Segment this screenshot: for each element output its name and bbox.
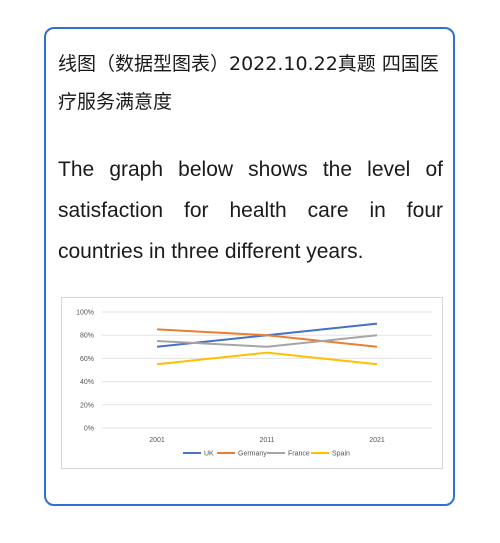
y-tick-label: 0% xyxy=(84,426,94,433)
task-prompt: The graph below shows the level of satis… xyxy=(58,158,443,263)
legend-label: Spain xyxy=(332,451,350,458)
legend-label: UK xyxy=(204,451,214,458)
x-tick-label: 2001 xyxy=(149,437,165,444)
legend-label: France xyxy=(288,451,310,458)
y-tick-label: 20% xyxy=(80,402,94,409)
series-line-germany xyxy=(156,328,378,348)
chart-frame: 0% 20% 40% 60% 80% 100% 2001 2011 2021 UK Germany F… xyxy=(61,297,443,469)
question-card: 线图（数据型图表）2022.10.22真题 四国医疗服务满意度 The grap… xyxy=(44,27,455,506)
series-line-france xyxy=(156,334,378,348)
card-heading: 线图（数据型图表）2022.10.22真题 四国医疗服务满意度 xyxy=(58,53,439,113)
legend-label: Germany xyxy=(238,451,267,458)
y-tick-label: 40% xyxy=(80,379,94,386)
y-tick-label: 60% xyxy=(80,356,94,363)
series-line-spain xyxy=(156,351,378,366)
x-tick-label: 2011 xyxy=(259,437,274,444)
y-tick-label: 80% xyxy=(80,333,94,340)
y-tick-label: 100% xyxy=(76,310,94,317)
x-tick-label: 2021 xyxy=(369,437,385,444)
line-chart: 0% 20% 40% 60% 80% 100% 2001 2011 2021 UK Germany F… xyxy=(76,310,432,458)
